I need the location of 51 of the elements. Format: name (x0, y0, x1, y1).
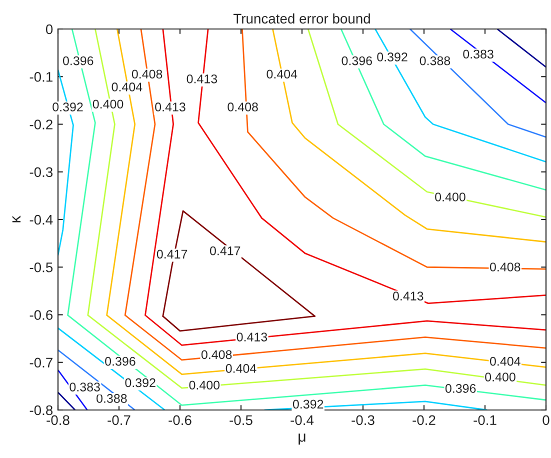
annotation: 0.417 (210, 246, 240, 256)
annotation: 0.396 (445, 384, 476, 393)
annotation: 0.408 (490, 262, 520, 272)
annotation: 0.413 (236, 332, 268, 342)
annotation: 0.396 (105, 356, 136, 366)
annotation: 0.392 (292, 400, 324, 409)
annotation: 0.408 (201, 350, 232, 360)
x-tick-label: -0.6 (168, 415, 192, 426)
annotation: 0.388 (96, 394, 127, 403)
x-tick-label: 0 (542, 415, 550, 426)
annotation: 0.404 (226, 364, 256, 373)
annotation: 0.383 (463, 50, 494, 59)
y-tick-label: -0.5 (30, 262, 53, 272)
annotation: 0.408 (228, 102, 258, 112)
annotation: 0.404 (490, 356, 520, 366)
x-tick-label: -0.7 (108, 415, 130, 426)
annotation: 0.383 (70, 382, 100, 392)
annotation: 0.392 (377, 52, 408, 62)
y-tick-label: -0.4 (30, 214, 53, 225)
annotation: 0.413 (392, 292, 424, 300)
annotation: 0.396 (342, 56, 372, 66)
chart-title: Truncated error bound (233, 13, 370, 24)
x-axis-title: μ (298, 434, 306, 445)
x-tick-label: -0.3 (352, 415, 374, 426)
y-tick-label: -0.6 (30, 310, 53, 320)
annotation: 0.404 (112, 82, 142, 92)
annotation: 0.392 (52, 102, 83, 112)
annotation: 0.413 (155, 102, 186, 112)
x-tick-label: -0.8 (46, 415, 70, 426)
y-tick-label: -0.1 (30, 72, 52, 82)
y-tick-label: -0.3 (30, 167, 53, 178)
x-tick-label: -0.4 (290, 415, 314, 426)
x-tick-label: -0.1 (474, 415, 496, 426)
annotation: 0.408 (132, 70, 162, 79)
annotation: 0.388 (420, 56, 450, 66)
x-tick-label: -0.2 (412, 415, 436, 426)
y-tick-label: -0.2 (30, 120, 52, 130)
annotation: 0.396 (62, 56, 94, 66)
annotation: 0.400 (189, 380, 220, 390)
annotation: 0.404 (266, 70, 298, 79)
y-tick-label: -0.8 (30, 405, 53, 416)
y-axis-title: κ (12, 216, 20, 222)
y-tick-label: 0 (46, 24, 53, 34)
annotation: 0.400 (92, 100, 124, 109)
annotation: 0.400 (485, 372, 516, 382)
x-tick-label: -0.5 (230, 415, 252, 426)
annotation: 0.392 (125, 378, 156, 388)
annotation: 0.400 (435, 192, 466, 202)
annotation: 0.413 (186, 74, 218, 84)
y-tick-label: -0.7 (30, 358, 52, 368)
annotation: 0.417 (156, 250, 188, 259)
